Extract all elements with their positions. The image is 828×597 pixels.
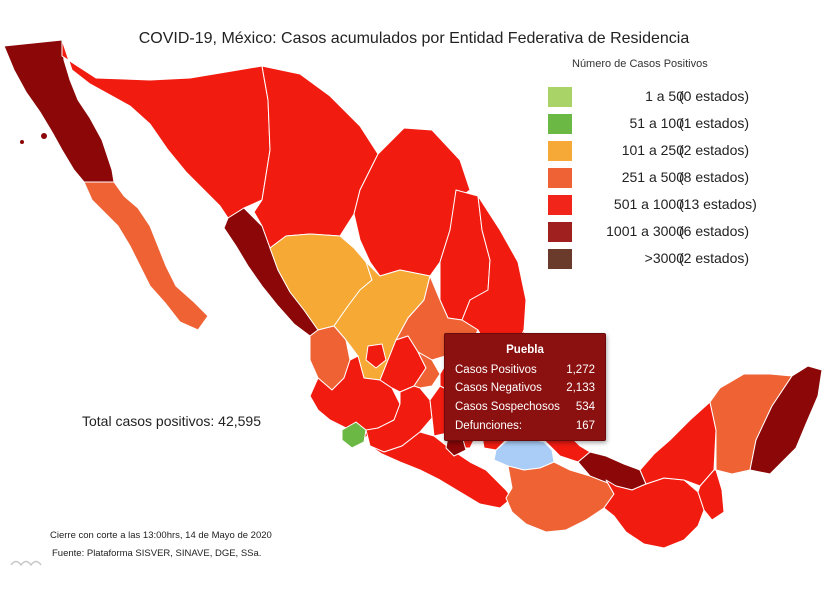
tooltip-value: 534 xyxy=(575,401,595,413)
state-aguascalientes[interactable] xyxy=(365,343,387,369)
tooltip-value: 2,133 xyxy=(566,382,595,394)
legend-swatch xyxy=(548,249,572,269)
legend-range: 1 a 50 xyxy=(645,88,684,104)
legend-range: 251 a 500 xyxy=(621,169,684,185)
tooltip-title: Puebla xyxy=(506,344,544,356)
tooltip-row: Casos Positivos 1,272 xyxy=(455,364,595,380)
tooltip-row: Defunciones: 167 xyxy=(455,420,595,436)
state-queretaro[interactable] xyxy=(413,351,441,389)
legend-range: 501 a 1000 xyxy=(613,196,684,212)
legend-count: (1 estados) xyxy=(679,115,750,131)
island-cedros xyxy=(41,133,47,139)
legend-range: 1001 a 3000 xyxy=(606,223,684,239)
tooltip-row: Casos Negativos 2,133 xyxy=(455,382,595,398)
tooltip-label: Defunciones: xyxy=(455,420,523,432)
legend-swatch xyxy=(548,114,572,134)
tooltip-row: Casos Sospechosos 534 xyxy=(455,401,595,417)
wave-logo-icon xyxy=(10,560,42,567)
legend-range: 51 a 100 xyxy=(629,115,685,131)
tooltip-label: Casos Negativos xyxy=(455,382,542,394)
legend-count: (6 estados) xyxy=(679,223,750,239)
tooltip-value: 167 xyxy=(575,420,595,432)
legend-count: (8 estados) xyxy=(679,169,750,185)
legend-count: (13 estados) xyxy=(679,196,757,212)
footnote-source: Fuente: Plataforma SISVER, SINAVE, DGE, … xyxy=(52,548,262,559)
island-guadalupe xyxy=(20,140,24,144)
total-positive-cases: Total casos positivos: 42,595 xyxy=(82,413,261,429)
state-baja-california-sur[interactable] xyxy=(83,181,209,331)
legend-swatch xyxy=(548,87,572,107)
legend-swatch xyxy=(548,141,572,161)
legend-count: (2 estados) xyxy=(679,142,750,158)
legend-swatch xyxy=(548,222,572,242)
legend-swatch xyxy=(548,195,572,215)
state-chiapas[interactable] xyxy=(603,477,705,549)
tooltip-label: Casos Sospechosos xyxy=(455,401,560,413)
state-campeche[interactable] xyxy=(639,401,717,487)
state-colima[interactable] xyxy=(341,421,367,449)
state-guerrero[interactable] xyxy=(369,431,513,509)
tooltip-value: 1,272 xyxy=(566,364,595,376)
legend-range: >3000 xyxy=(644,250,684,266)
state-baja-california[interactable] xyxy=(3,39,115,183)
legend-range: 101 a 250 xyxy=(621,142,684,158)
legend-swatch xyxy=(548,168,572,188)
state-chiapas-east[interactable] xyxy=(697,469,725,521)
tooltip-label: Casos Positivos xyxy=(455,364,537,376)
state-coahuila[interactable] xyxy=(353,127,471,277)
legend-title: Número de Casos Positivos xyxy=(572,58,708,70)
state-tooltip: Puebla Casos Positivos 1,272 Casos Negat… xyxy=(444,333,606,441)
legend-count: (2 estados) xyxy=(679,250,750,266)
legend-count: (0 estados) xyxy=(679,88,750,104)
footnote-cutoff: Cierre con corte a las 13:00hrs, 14 de M… xyxy=(50,530,272,541)
map-title: COVID-19, México: Casos acumulados por E… xyxy=(138,30,690,47)
state-quintana-roo[interactable] xyxy=(749,365,823,475)
